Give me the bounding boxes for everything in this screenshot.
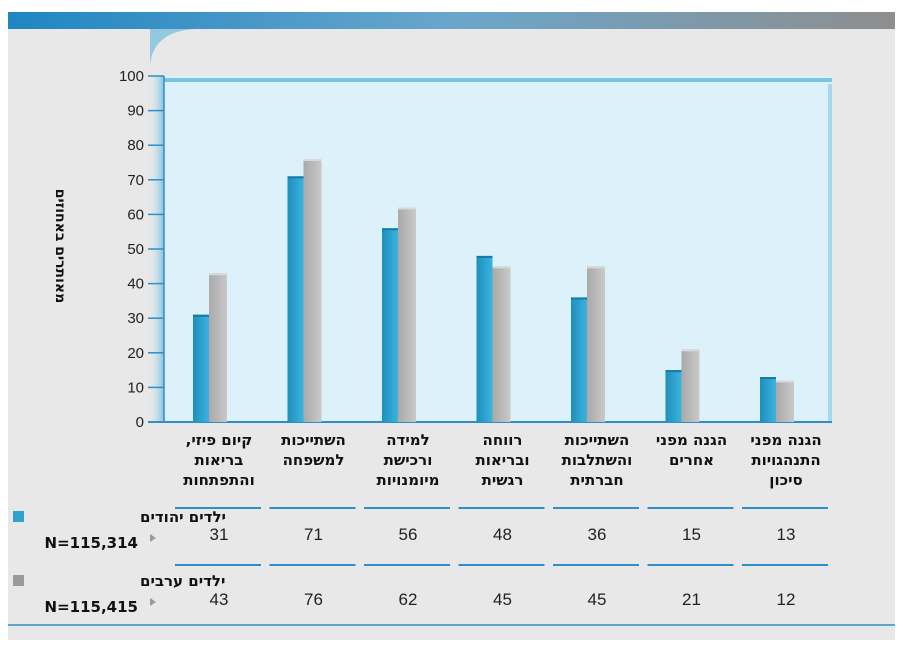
y-tick-label: 10 xyxy=(127,379,144,396)
value-cell: 45 xyxy=(588,590,607,609)
bar-jewish-top xyxy=(666,370,682,372)
y-tick-label: 60 xyxy=(127,206,144,223)
value-cell: 21 xyxy=(682,590,701,609)
value-cell: 43 xyxy=(210,590,229,609)
bar-jewish xyxy=(760,377,776,422)
y-tick-label: 100 xyxy=(119,68,144,85)
bar-arab xyxy=(209,273,227,422)
category-label-line: ורכישת xyxy=(384,451,433,469)
category-label-line: השתייכות xyxy=(281,431,346,449)
bar-jewish xyxy=(288,176,304,422)
legend-label: ילדים יהודים xyxy=(140,508,226,526)
category-label-line: סיכון xyxy=(769,471,802,489)
category-label-line: התנהגויות xyxy=(751,451,820,469)
y-tick-label: 0 xyxy=(136,414,144,431)
y-tick-label: 90 xyxy=(127,103,144,120)
bar-arab xyxy=(682,349,700,422)
bar-jewish xyxy=(477,256,493,422)
bar-jewish xyxy=(193,315,209,422)
category-label-line: אחרים xyxy=(669,451,714,469)
bar-arab-top xyxy=(209,273,227,275)
bar-arab-top xyxy=(493,266,511,268)
bar-jewish-top xyxy=(571,297,587,299)
bar-arab-top xyxy=(587,266,605,268)
value-cell: 45 xyxy=(493,590,512,609)
value-cell: 15 xyxy=(682,525,701,544)
bar-arab-top xyxy=(398,207,416,209)
bar-arab xyxy=(398,207,416,422)
bar-jewish-top xyxy=(477,256,493,258)
y-tick-label: 50 xyxy=(127,241,144,258)
value-cell: 48 xyxy=(493,525,512,544)
legend-n-label: N=115,314 xyxy=(45,534,138,552)
category-label-line: רגשית xyxy=(482,471,524,489)
legend-n-label: N=115,415 xyxy=(45,598,138,616)
y-tick-label: 80 xyxy=(127,137,144,154)
legend-label: ילדים ערבים xyxy=(140,572,225,590)
category-label: רווחה ובריאות רגשית xyxy=(475,431,529,489)
y-tick-label: 20 xyxy=(127,345,144,362)
bar-jewish-top xyxy=(382,228,398,230)
value-cell: 12 xyxy=(777,590,796,609)
bar-jewish xyxy=(571,297,587,422)
category-label-line: הגנה מפני xyxy=(750,431,821,449)
bar-arab xyxy=(304,159,322,422)
top-band xyxy=(8,12,895,29)
category-label-line: והשתלבות xyxy=(562,451,633,469)
category-label-line: רווחה xyxy=(483,431,523,449)
legend-swatch xyxy=(13,575,24,586)
bar-jewish xyxy=(666,370,682,422)
category-label-line: חברתית xyxy=(570,471,623,489)
y-tick-label: 30 xyxy=(127,310,144,327)
value-cell: 56 xyxy=(399,525,418,544)
bar-jewish-top xyxy=(760,377,776,379)
bar-jewish-top xyxy=(193,315,209,317)
value-cell: 36 xyxy=(588,525,607,544)
category-label-line: למידה xyxy=(386,431,429,449)
value-cell: 13 xyxy=(777,525,796,544)
category-label-line: והתפתחות xyxy=(183,471,255,489)
bar-arab-top xyxy=(776,380,794,382)
category-label-line: הגנה מפני xyxy=(656,431,727,449)
y-tick-label: 40 xyxy=(127,276,144,293)
legend-swatch xyxy=(13,511,24,522)
bar-arab-top xyxy=(304,159,322,161)
value-cell: 71 xyxy=(304,525,323,544)
category-label-line: קיום פיזי, xyxy=(186,431,253,449)
category-label-line: מיומנויות xyxy=(376,471,439,489)
category-label-line: בריאות xyxy=(195,451,244,469)
bar-arab xyxy=(493,266,511,422)
category-label-line: ובריאות xyxy=(475,451,529,469)
y-tick-label: 70 xyxy=(127,172,144,189)
category-label-line: השתייכות xyxy=(565,431,630,449)
value-cell: 62 xyxy=(399,590,418,609)
bar-arab xyxy=(587,266,605,422)
value-cell: 76 xyxy=(304,590,323,609)
value-cell: 31 xyxy=(210,525,229,544)
bar-jewish-top xyxy=(288,176,304,178)
bar-arab-top xyxy=(682,349,700,351)
bar-jewish xyxy=(382,228,398,422)
category-label: השתייכות והשתלבות חברתית xyxy=(562,431,633,489)
y-axis-label: מאותרים באחוזים xyxy=(52,189,68,304)
bar-arab xyxy=(776,380,794,422)
category-label-line: למשפחה xyxy=(283,451,345,469)
